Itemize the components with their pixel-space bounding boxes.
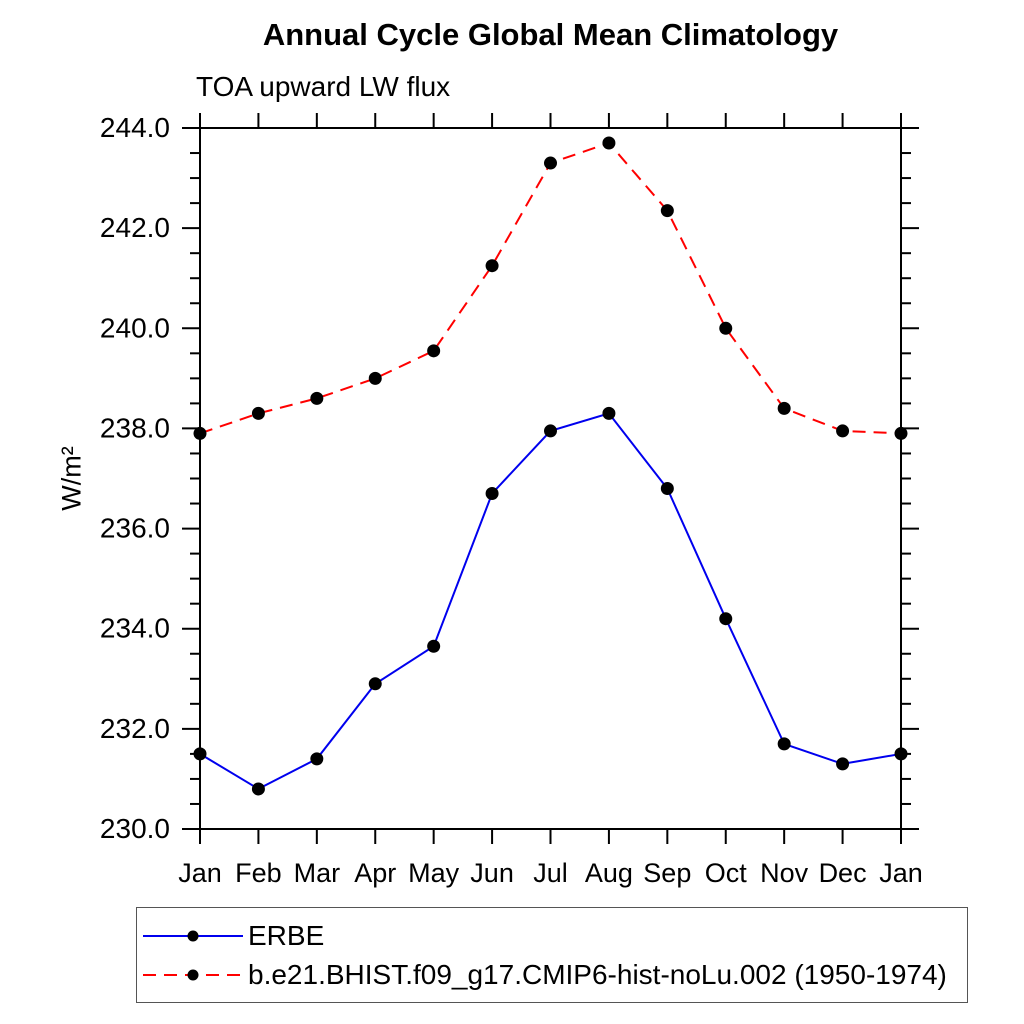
- y-tick-label: 236.0: [100, 513, 170, 544]
- plot-frame: [199, 127, 902, 830]
- x-tick-label: Oct: [705, 858, 748, 888]
- y-tick-label: 234.0: [100, 613, 170, 644]
- data-point-marker: [894, 426, 908, 440]
- series-line-model: [199, 141, 902, 435]
- data-point-marker: [836, 424, 850, 438]
- y-tick-label: 238.0: [100, 412, 170, 443]
- data-point-marker: [836, 757, 850, 771]
- data-point-marker: [310, 752, 324, 766]
- y-tick-label: 244.0: [100, 112, 170, 143]
- series-line-erbe: [199, 412, 902, 791]
- x-tick-label: May: [408, 858, 460, 888]
- x-tick-label: Sep: [643, 858, 691, 888]
- x-tick-label: Jan: [178, 858, 222, 888]
- data-point-marker: [193, 426, 207, 440]
- legend-line-sample-dashed: [143, 969, 243, 980]
- x-tick-label: Feb: [235, 858, 282, 888]
- data-point-marker: [602, 406, 616, 420]
- y-tick-label: 232.0: [100, 713, 170, 744]
- data-point-marker: [719, 612, 733, 626]
- data-point-marker: [485, 259, 499, 273]
- x-tick-label: Apr: [354, 858, 396, 888]
- data-point-marker: [251, 406, 265, 420]
- x-tick-label: Dec: [819, 858, 867, 888]
- data-point-marker: [544, 156, 557, 170]
- y-tick-label: 242.0: [100, 212, 170, 243]
- data-point-marker: [719, 321, 733, 335]
- data-point-marker: [368, 677, 382, 691]
- data-point-marker: [427, 639, 441, 653]
- data-point-marker: [777, 737, 791, 751]
- y-tick-label: 230.0: [100, 813, 170, 844]
- x-tick-label: Jan: [879, 858, 923, 888]
- data-point-marker: [544, 424, 557, 438]
- data-point-marker: [660, 204, 674, 218]
- data-point-marker: [251, 782, 265, 796]
- data-point-marker: [660, 482, 674, 496]
- data-point-marker: [485, 487, 499, 501]
- legend: ERBE b.e21.BHIST.f09_g17.CMIP6-hist-noLu…: [136, 907, 968, 1003]
- legend-label-erbe: ERBE: [248, 919, 325, 951]
- data-point-marker: [602, 136, 616, 150]
- legend-item-erbe: ERBE: [140, 920, 967, 952]
- legend-item-model: b.e21.BHIST.f09_g17.CMIP6-hist-noLu.002 …: [140, 959, 967, 991]
- chart-title: Annual Cycle Global Mean Climatology: [262, 17, 839, 52]
- data-point-marker: [193, 747, 207, 761]
- legend-marker-icon: [187, 930, 199, 941]
- x-tick-label: Mar: [294, 858, 341, 888]
- data-point-marker: [368, 371, 382, 385]
- legend-marker-icon: [187, 969, 199, 980]
- data-point-marker: [310, 391, 324, 405]
- data-point-marker: [777, 401, 791, 415]
- data-point-marker: [894, 747, 908, 761]
- legend-label-model: b.e21.BHIST.f09_g17.CMIP6-hist-noLu.002 …: [248, 958, 947, 990]
- x-tick-label: Aug: [585, 858, 633, 888]
- y-tick-label: 240.0: [100, 312, 170, 343]
- x-tick-label: Jun: [470, 858, 514, 888]
- x-tick-label: Jul: [533, 858, 568, 888]
- data-point-marker: [427, 344, 441, 358]
- legend-line-sample-solid: [143, 930, 243, 941]
- x-tick-label: Nov: [760, 858, 809, 888]
- chart-subtitle: TOA upward LW flux: [196, 71, 451, 102]
